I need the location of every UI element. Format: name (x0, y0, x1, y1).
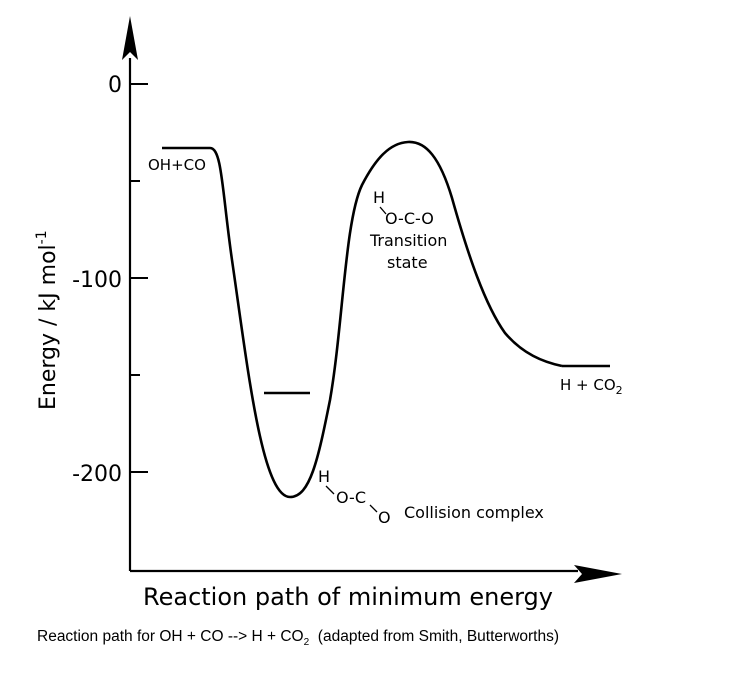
caption-subscript: 2 (303, 637, 310, 649)
cc-label: Collision complex (404, 503, 544, 522)
ts-bond-line (379, 206, 387, 215)
x-axis-label: Reaction path of minimum energy (143, 583, 553, 611)
cc-formula-o: O (378, 508, 391, 527)
caption-text: Reaction path for OH + CO --> H + CO (37, 628, 304, 645)
cc-bond-line (369, 504, 378, 513)
cc-formula-oc: O-C (336, 488, 366, 507)
y-axis-label: Energy / kJ mol-1 (34, 230, 61, 410)
y-axis-arrow-icon (122, 16, 138, 60)
reactants-label: OH+CO (148, 156, 206, 174)
cc-formula-h: H (318, 467, 330, 486)
y-tick-label-minus100: -100 (72, 268, 122, 293)
ts-formula: O-C-O (385, 209, 434, 228)
energy-curve (162, 140, 563, 499)
products-label: H + CO2 (560, 376, 623, 397)
ts-label-line2: state (387, 253, 428, 272)
energy-diagram: 0 -100 -200 Energy / kJ mol-1 Reaction p… (34, 16, 623, 611)
caption-source: (adapted from Smith, Butterworths) (309, 628, 560, 645)
cc-bond-line (325, 485, 335, 495)
x-axis-arrow-icon (574, 565, 622, 583)
ts-formula-h: H (373, 188, 385, 207)
y-tick-label-minus200: -200 (72, 462, 122, 487)
y-tick-label-0: 0 (108, 73, 122, 98)
ts-label-line1: Transition (369, 231, 447, 250)
figure-caption: Reaction path for OH + CO --> H + CO2 (a… (37, 628, 727, 648)
